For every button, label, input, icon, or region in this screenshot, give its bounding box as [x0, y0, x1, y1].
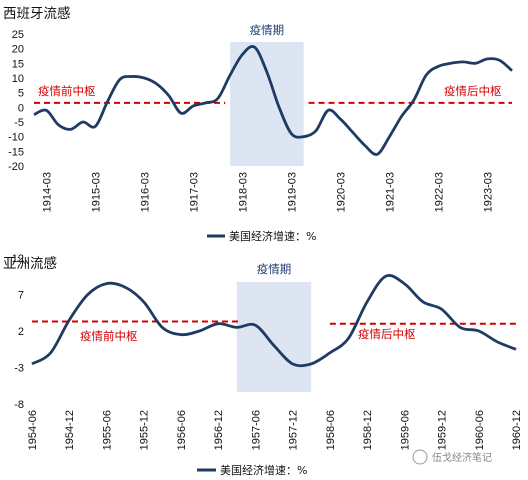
x-tick-label: 1957-12	[288, 410, 300, 450]
y-tick-label: 15	[12, 58, 24, 70]
chart1-title: 西班牙流感	[3, 5, 71, 22]
y-tick-label: 0	[18, 102, 24, 114]
x-tick-label: 1960-12	[511, 410, 523, 450]
y-tick-label: 25	[12, 29, 24, 41]
x-tick-label: 1955-12	[139, 410, 151, 450]
x-tick-label: 1955-06	[101, 410, 113, 450]
chart2-series	[31, 274, 517, 368]
x-tick-label: 1917-03	[188, 172, 200, 212]
x-tick-label: 1923-03	[482, 172, 494, 212]
watermark: 伍戈经济笔记	[412, 449, 492, 465]
reference-line-label: 疫情后中枢	[444, 84, 502, 98]
x-tick-label: 1959-12	[437, 410, 449, 450]
chart1-reference-lines: 疫情前中枢 疫情后中枢	[34, 84, 512, 104]
y-tick-label: 20	[12, 44, 24, 56]
x-tick-label: 1956-06	[176, 410, 188, 450]
x-tick-label: 1920-03	[335, 172, 347, 212]
y-tick-label: 12	[12, 253, 24, 265]
chart1-series	[33, 45, 513, 156]
x-tick-label: 1915-03	[90, 172, 102, 212]
chart2-x-tick-labels: 1954-06 1954-12 1955-06 1955-12 1956-06 1956-…	[27, 410, 523, 450]
y-tick-label: 10	[12, 73, 24, 85]
x-tick-label: 1922-03	[433, 172, 445, 212]
y-tick-label: -8	[14, 399, 24, 411]
chart1-x-tick-labels: 1914-03 1915-03 1916-03 1917-03 1918-03 1919-…	[41, 172, 494, 212]
chart2-epidemic-region: 疫情期	[236, 262, 312, 392]
x-tick-label: 1954-12	[64, 410, 76, 450]
epidemic-shade-rect	[230, 42, 304, 166]
chart1-legend-label: 美国经济增速：%	[229, 229, 316, 243]
y-tick-label: 7	[18, 290, 24, 302]
x-tick-label: 1960-06	[474, 410, 486, 450]
y-tick-label: -20	[8, 161, 24, 173]
reference-line-label: 疫情前中枢	[38, 84, 96, 98]
x-tick-label: 1959-06	[399, 410, 411, 450]
x-tick-label: 1956-12	[213, 410, 225, 450]
chart1-legend: 美国经济增速：%	[207, 229, 316, 243]
x-tick-label: 1918-03	[237, 172, 249, 212]
y-tick-label: -5	[14, 117, 24, 129]
y-tick-label: -10	[8, 132, 24, 144]
series-line	[33, 45, 513, 156]
epidemic-shade-rect	[236, 282, 312, 392]
chart2-y-tick-labels: -8 -3 2 7 12	[12, 253, 24, 411]
x-tick-label: 1958-12	[362, 410, 374, 450]
reference-line-label: 疫情前中枢	[80, 329, 138, 343]
x-tick-label: 1954-06	[27, 410, 39, 450]
chart2-legend-label: 美国经济增速：%	[220, 463, 307, 477]
chart1-y-tick-labels: -20 -15 -10 -5 0 5 10 15 20 25	[8, 29, 24, 173]
chart2-legend: 美国经济增速：%	[197, 463, 307, 477]
y-tick-label: 2	[18, 326, 24, 338]
watermark-text: 伍戈经济笔记	[432, 451, 492, 464]
x-tick-label: 1919-03	[286, 172, 298, 212]
x-tick-label: 1914-03	[41, 172, 53, 212]
reference-line-label: 疫情后中枢	[358, 327, 416, 341]
chart1-epidemic-region: 疫情期	[230, 23, 304, 166]
y-tick-label: -3	[14, 363, 24, 375]
y-tick-label: -15	[8, 146, 24, 158]
epidemic-label: 疫情期	[257, 262, 292, 276]
epidemic-label: 疫情期	[250, 23, 285, 37]
series-line	[31, 274, 517, 368]
wechat-icon	[412, 449, 428, 465]
x-tick-label: 1921-03	[384, 172, 396, 212]
chart2-title: 亚洲流感	[3, 255, 57, 272]
y-tick-label: 5	[18, 88, 24, 100]
x-tick-label: 1916-03	[139, 172, 151, 212]
x-tick-label: 1958-06	[325, 410, 337, 450]
x-tick-label: 1957-06	[250, 410, 262, 450]
